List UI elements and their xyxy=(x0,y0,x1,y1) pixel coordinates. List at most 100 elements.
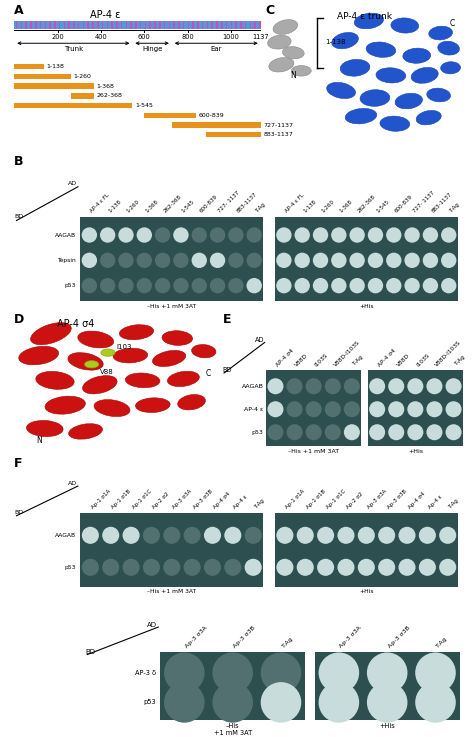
Ellipse shape xyxy=(416,111,441,125)
Ellipse shape xyxy=(399,559,416,576)
Text: T-Ag: T-Ag xyxy=(448,498,460,510)
Text: +His: +His xyxy=(379,723,395,729)
Bar xyxy=(102,21,103,29)
Ellipse shape xyxy=(294,227,310,242)
Text: AD: AD xyxy=(68,181,77,186)
Ellipse shape xyxy=(183,559,201,576)
Text: Ap-3 σ3A: Ap-3 σ3A xyxy=(184,626,208,649)
Bar xyxy=(240,21,242,29)
Ellipse shape xyxy=(153,350,186,366)
Ellipse shape xyxy=(325,378,341,394)
Ellipse shape xyxy=(313,227,328,242)
Ellipse shape xyxy=(427,425,442,440)
Text: AD: AD xyxy=(68,481,77,486)
Text: 1-260: 1-260 xyxy=(126,199,141,214)
Text: V88D-I103S: V88D-I103S xyxy=(435,339,463,367)
Text: Ap-1 σ1A: Ap-1 σ1A xyxy=(91,489,112,510)
Text: BD: BD xyxy=(14,510,23,515)
Text: C: C xyxy=(265,4,274,17)
Ellipse shape xyxy=(358,527,375,544)
Ellipse shape xyxy=(276,253,292,268)
Text: AP-4 ε FL: AP-4 ε FL xyxy=(90,193,110,214)
Ellipse shape xyxy=(427,88,450,102)
Ellipse shape xyxy=(319,682,359,723)
Bar xyxy=(211,21,213,29)
Bar xyxy=(145,21,146,29)
Ellipse shape xyxy=(102,527,119,544)
Bar xyxy=(78,21,80,29)
Ellipse shape xyxy=(276,227,292,242)
Ellipse shape xyxy=(369,378,385,394)
Ellipse shape xyxy=(268,35,291,49)
Ellipse shape xyxy=(331,227,346,242)
Ellipse shape xyxy=(439,527,456,544)
Ellipse shape xyxy=(306,401,322,417)
Bar xyxy=(83,21,84,29)
Bar xyxy=(245,21,246,29)
Ellipse shape xyxy=(210,227,225,242)
Ellipse shape xyxy=(345,108,377,124)
Ellipse shape xyxy=(388,401,404,417)
Ellipse shape xyxy=(386,227,401,242)
Ellipse shape xyxy=(137,278,152,293)
Ellipse shape xyxy=(404,227,420,242)
Text: 1000: 1000 xyxy=(223,34,239,40)
Ellipse shape xyxy=(325,401,341,417)
Ellipse shape xyxy=(368,278,383,293)
Ellipse shape xyxy=(118,253,134,268)
Ellipse shape xyxy=(404,278,420,293)
Bar xyxy=(159,21,161,29)
Text: T-Ag: T-Ag xyxy=(253,498,265,510)
Ellipse shape xyxy=(388,378,404,394)
Bar xyxy=(73,21,75,29)
Text: 883-1137: 883-1137 xyxy=(263,132,293,137)
Ellipse shape xyxy=(367,682,408,723)
Text: +His: +His xyxy=(359,304,374,309)
Text: 800: 800 xyxy=(181,34,194,40)
Ellipse shape xyxy=(446,401,462,417)
Ellipse shape xyxy=(100,278,115,293)
Ellipse shape xyxy=(68,352,103,370)
Ellipse shape xyxy=(94,399,130,416)
Ellipse shape xyxy=(349,227,365,242)
Ellipse shape xyxy=(331,278,346,293)
Bar xyxy=(107,21,108,29)
Ellipse shape xyxy=(163,527,180,544)
Bar xyxy=(230,21,232,29)
Ellipse shape xyxy=(337,559,355,576)
Bar xyxy=(40,21,41,29)
Ellipse shape xyxy=(349,253,365,268)
Ellipse shape xyxy=(19,346,59,365)
Text: T-Ag: T-Ag xyxy=(454,354,466,367)
Ellipse shape xyxy=(287,425,302,440)
Text: +His: +His xyxy=(359,590,374,594)
Ellipse shape xyxy=(246,227,262,242)
Ellipse shape xyxy=(269,57,294,72)
Text: Ap-3 σ3A: Ap-3 σ3A xyxy=(172,489,193,510)
Bar xyxy=(35,21,36,29)
Bar xyxy=(130,21,132,29)
Ellipse shape xyxy=(173,227,189,242)
Bar xyxy=(250,21,251,29)
Ellipse shape xyxy=(297,527,314,544)
Text: 727-1137: 727-1137 xyxy=(263,122,293,128)
Text: Ap-4 σ4: Ap-4 σ4 xyxy=(407,492,426,510)
Ellipse shape xyxy=(358,559,375,576)
Bar xyxy=(68,21,70,29)
Ellipse shape xyxy=(441,227,456,242)
Ellipse shape xyxy=(113,348,148,363)
Text: BD: BD xyxy=(85,649,95,655)
Bar xyxy=(49,21,51,29)
Ellipse shape xyxy=(143,527,160,544)
Bar xyxy=(14,83,94,89)
Ellipse shape xyxy=(82,227,97,242)
Ellipse shape xyxy=(204,559,221,576)
Ellipse shape xyxy=(404,253,420,268)
Ellipse shape xyxy=(332,32,358,49)
Ellipse shape xyxy=(427,401,442,417)
Bar xyxy=(164,21,165,29)
Text: F: F xyxy=(14,457,23,470)
Ellipse shape xyxy=(246,253,262,268)
Text: 1-260: 1-260 xyxy=(73,74,91,79)
Ellipse shape xyxy=(294,253,310,268)
